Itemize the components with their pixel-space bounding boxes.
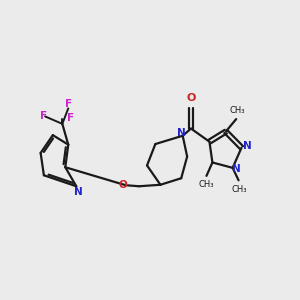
Text: CH₃: CH₃ bbox=[229, 106, 244, 115]
Text: F: F bbox=[40, 110, 47, 121]
Text: F: F bbox=[65, 99, 72, 109]
Text: CH₃: CH₃ bbox=[231, 185, 247, 194]
Text: N: N bbox=[232, 164, 241, 174]
Text: F: F bbox=[67, 113, 74, 124]
Text: N: N bbox=[177, 128, 186, 138]
Text: N: N bbox=[74, 187, 83, 196]
Text: O: O bbox=[119, 180, 128, 190]
Text: CH₃: CH₃ bbox=[199, 180, 214, 189]
Text: N: N bbox=[243, 141, 252, 152]
Text: O: O bbox=[186, 93, 196, 103]
